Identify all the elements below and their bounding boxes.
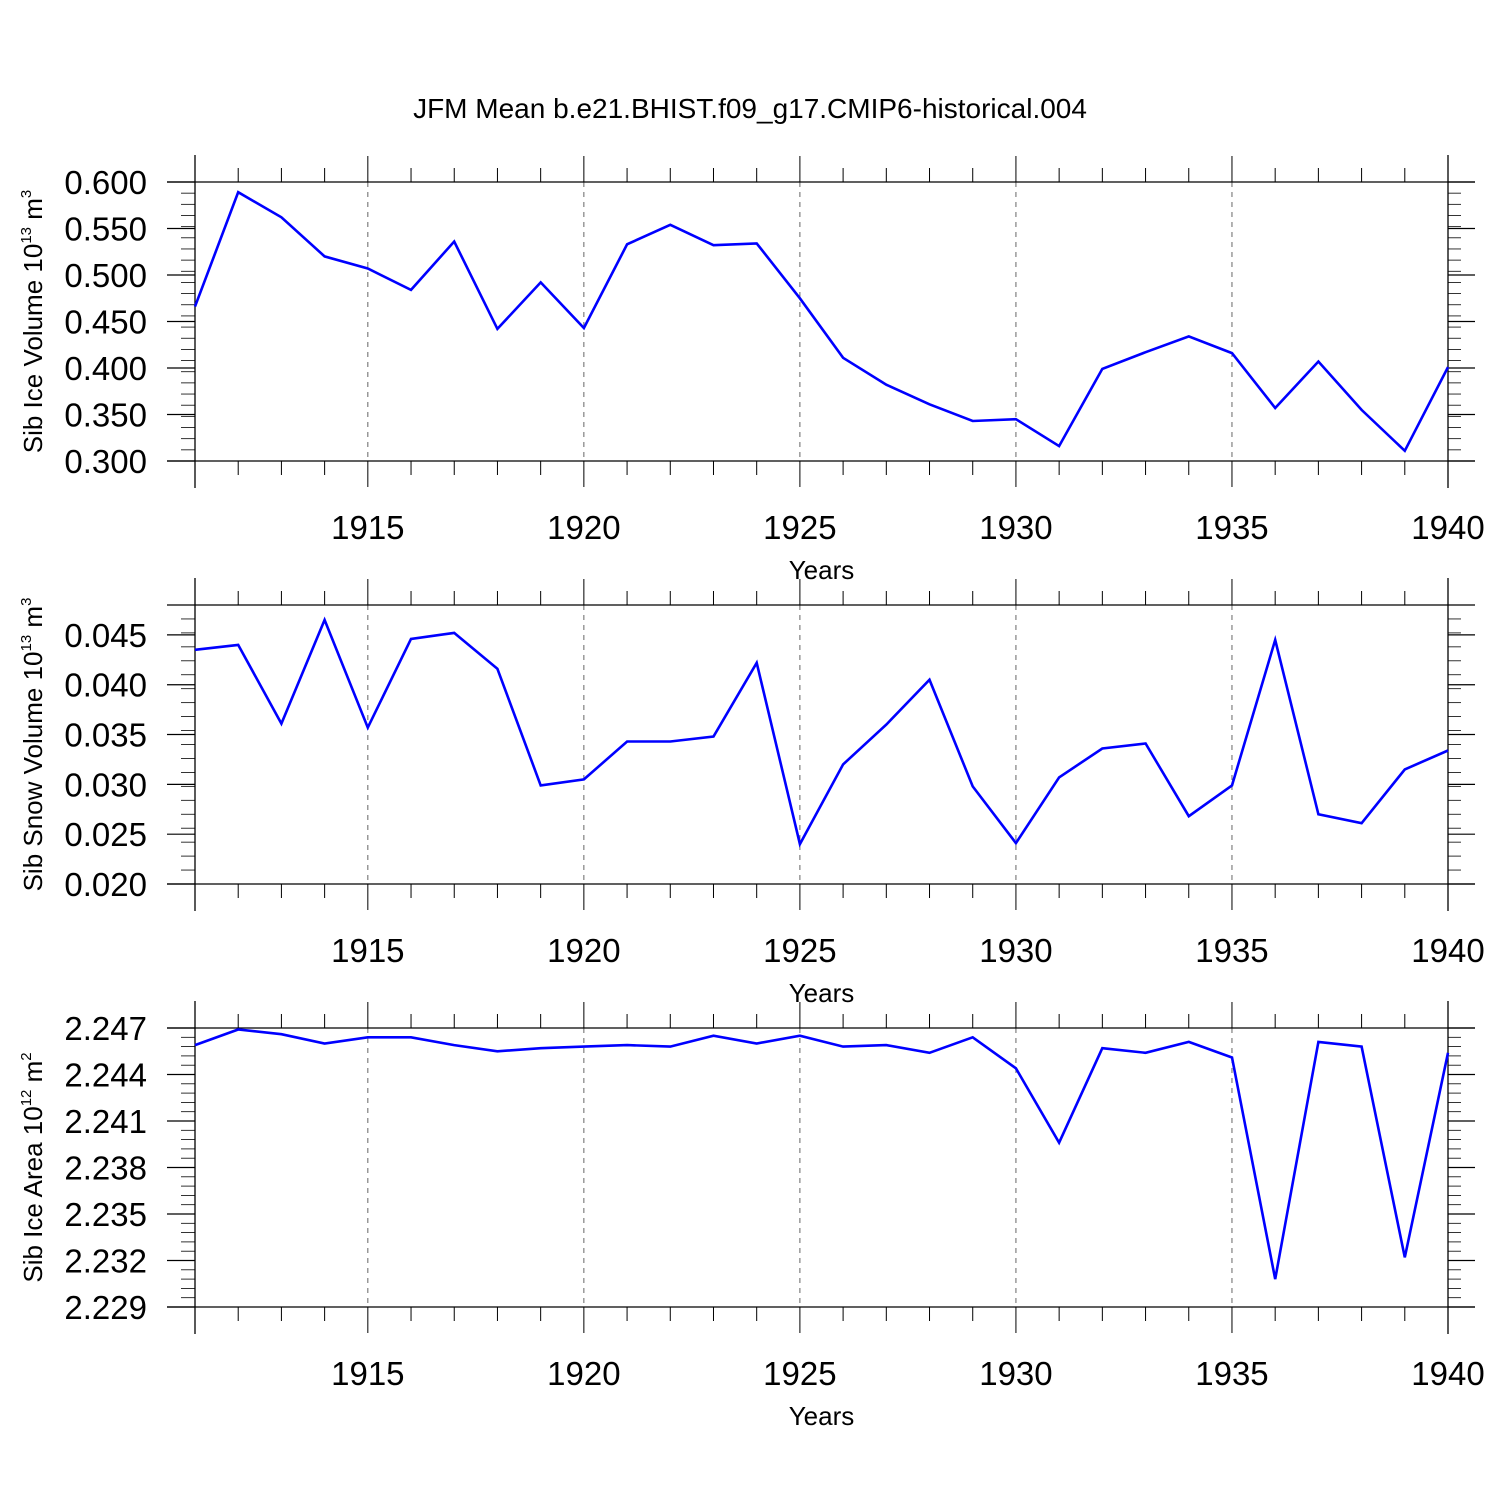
- y-tick-label: 0.600: [64, 164, 147, 201]
- x-tick-label: 1930: [979, 932, 1052, 969]
- y-tick-label: 0.500: [64, 257, 147, 294]
- y-axis-label-text: Sib Ice Area 10: [18, 1106, 48, 1282]
- series-line: [193, 190, 1450, 453]
- y-axis-label: Sib Ice Area 1012 m2: [18, 1052, 48, 1282]
- y-tick-label: 0.025: [64, 816, 147, 853]
- chart-panel-2: 0.045 0.040 0.035 0.030 0.025 0.020 1915 1920 19…: [18, 578, 1485, 1008]
- x-tick-label: 1940: [1411, 509, 1484, 546]
- x-tick-label: 1935: [1195, 932, 1268, 969]
- x-tick-label: 1925: [763, 932, 836, 969]
- y-tick-label: 2.241: [64, 1103, 147, 1140]
- x-tick-label: 1940: [1411, 932, 1484, 969]
- y-tick-label: 2.247: [64, 1010, 147, 1047]
- x-tick-label: 1920: [547, 932, 620, 969]
- x-tick-label: 1935: [1195, 1355, 1268, 1392]
- x-tick-label: 1920: [547, 509, 620, 546]
- chart-panels: 0.600 0.550 0.500 0.450 0.400 0.350 0.300 1915 1…: [18, 155, 1485, 1431]
- y-tick-label: 2.232: [64, 1243, 147, 1280]
- y-tick-label: 0.300: [64, 443, 147, 480]
- y-tick-label: 0.035: [64, 717, 147, 754]
- y-tick-label: 0.020: [64, 866, 147, 903]
- y-tick-label: 0.450: [64, 304, 147, 341]
- y-tick-label: 0.045: [64, 617, 147, 654]
- y-axis-label-exponent: 12: [18, 1090, 35, 1107]
- y-tick-label: 2.229: [64, 1289, 147, 1326]
- y-axis-label-exponent: 13: [18, 227, 35, 244]
- y-axis-label-unit: m: [18, 1061, 48, 1090]
- chart-panel-3: 2.247 2.244 2.241 2.238 2.235 2.232 2.229 1915 1…: [18, 1001, 1485, 1431]
- figure-title: JFM Mean b.e21.BHIST.f09_g17.CMIP6-histo…: [413, 93, 1087, 124]
- y-tick-label: 0.550: [64, 211, 147, 248]
- y-axis-label-unit-exponent: 3: [18, 598, 35, 606]
- x-axis-label: Years: [789, 978, 855, 1008]
- y-axis-label-unit-exponent: 2: [18, 1052, 35, 1060]
- y-axis-label: Sib Ice Volume 1013 m3: [18, 190, 48, 454]
- y-axis-label-text: Sib Ice Volume 10: [18, 244, 48, 454]
- x-tick-label: 1930: [979, 1355, 1052, 1392]
- x-tick-label: 1915: [331, 1355, 404, 1392]
- y-axis-label: Sib Snow Volume 1013 m3: [18, 598, 48, 892]
- x-axis-label: Years: [789, 555, 855, 585]
- x-tick-label: 1915: [331, 932, 404, 969]
- y-axis-label-text: Sib Snow Volume 10: [18, 651, 48, 891]
- x-axis-label: Years: [789, 1401, 855, 1431]
- series-line: [194, 616, 1449, 848]
- y-axis-label-unit: m: [18, 606, 48, 635]
- y-tick-label: 2.244: [64, 1057, 147, 1094]
- y-tick-label: 0.040: [64, 667, 147, 704]
- x-tick-label: 1925: [763, 509, 836, 546]
- y-tick-label: 0.030: [64, 766, 147, 803]
- x-tick-label: 1920: [547, 1355, 620, 1392]
- series-line: [194, 1028, 1450, 1280]
- y-tick-label: 2.238: [64, 1150, 147, 1187]
- x-tick-label: 1940: [1411, 1355, 1484, 1392]
- y-tick-label: 0.400: [64, 350, 147, 387]
- x-tick-label: 1925: [763, 1355, 836, 1392]
- y-axis-label-exponent: 13: [18, 635, 35, 652]
- chart-panel-1: 0.600 0.550 0.500 0.450 0.400 0.350 0.300 1915 1…: [18, 155, 1485, 585]
- y-axis-label-unit-exponent: 3: [18, 190, 35, 198]
- y-tick-label: 2.235: [64, 1196, 147, 1233]
- x-tick-label: 1915: [331, 509, 404, 546]
- y-tick-label: 0.350: [64, 397, 147, 434]
- y-axis-label-unit: m: [18, 198, 48, 227]
- x-tick-label: 1935: [1195, 509, 1268, 546]
- x-tick-label: 1930: [979, 509, 1052, 546]
